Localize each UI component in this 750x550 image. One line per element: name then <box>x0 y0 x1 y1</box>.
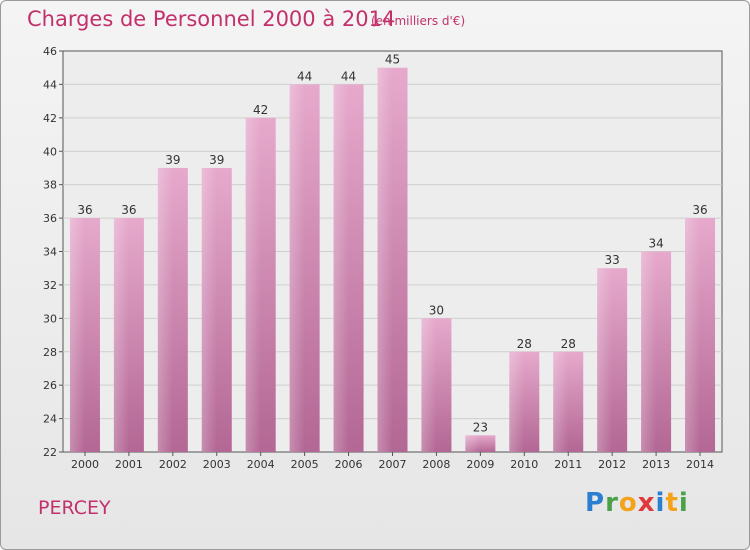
x-tick-label: 2007 <box>379 458 407 471</box>
y-tick-label: 42 <box>43 112 57 125</box>
y-tick-label: 34 <box>43 246 57 259</box>
bar-value-label: 45 <box>385 53 400 67</box>
y-tick-label: 32 <box>43 279 57 292</box>
bar-value-label: 36 <box>692 203 707 217</box>
y-tick-label: 26 <box>43 379 57 392</box>
bar-value-label: 36 <box>77 203 92 217</box>
bar-highlight <box>377 67 393 452</box>
proxiti-logo: Proxiti <box>585 488 689 518</box>
y-tick-label: 38 <box>43 179 57 192</box>
x-tick-label: 2010 <box>510 458 538 471</box>
y-tick-label: 22 <box>43 446 57 459</box>
x-tick-label: 2013 <box>642 458 670 471</box>
x-tick-label: 2011 <box>554 458 582 471</box>
y-tick-label: 40 <box>43 145 57 158</box>
bar-highlight <box>685 218 701 452</box>
chart-title: Charges de Personnel 2000 à 2014 <box>27 7 396 31</box>
bar-highlight <box>333 84 349 453</box>
x-tick-label: 2005 <box>291 458 319 471</box>
bar-value-label: 44 <box>341 69 356 83</box>
bar-value-label: 28 <box>561 337 576 351</box>
bar-value-label: 44 <box>297 69 312 83</box>
bar-value-label: 36 <box>121 203 136 217</box>
bar-highlight <box>245 117 261 452</box>
x-tick-label: 2009 <box>466 458 494 471</box>
bar-value-label: 42 <box>253 103 268 117</box>
bar-value-label: 39 <box>165 153 180 167</box>
bar-highlight <box>465 435 481 452</box>
x-tick-label: 2006 <box>335 458 363 471</box>
x-tick-label: 2001 <box>115 458 143 471</box>
bar-value-label: 39 <box>209 153 224 167</box>
x-tick-label: 2002 <box>159 458 187 471</box>
x-tick-label: 2008 <box>422 458 450 471</box>
y-tick-label: 30 <box>43 312 57 325</box>
bar-highlight <box>113 218 129 452</box>
bar-value-label: 33 <box>605 253 620 267</box>
bar-highlight <box>201 167 217 453</box>
y-tick-label: 24 <box>43 413 57 426</box>
bar-value-label: 28 <box>517 337 532 351</box>
chart-subtitle: (en milliers d'€) <box>371 14 466 28</box>
y-tick-label: 44 <box>43 78 57 91</box>
x-tick-label: 2012 <box>598 458 626 471</box>
x-tick-label: 2004 <box>247 458 275 471</box>
bar-value-label: 30 <box>429 303 444 317</box>
bar-value-label: 34 <box>648 237 663 251</box>
bar-value-label: 23 <box>473 420 488 434</box>
y-tick-label: 28 <box>43 346 57 359</box>
commune-name: PERCEY <box>38 497 111 519</box>
x-tick-label: 2000 <box>71 458 99 471</box>
y-tick-label: 36 <box>43 212 57 225</box>
x-tick-label: 2014 <box>686 458 714 471</box>
bar-highlight <box>553 351 569 452</box>
bar-highlight <box>157 167 173 453</box>
x-tick-label: 2003 <box>203 458 231 471</box>
bar-highlight <box>421 318 437 452</box>
bar-highlight <box>597 268 613 452</box>
bar-highlight <box>641 251 657 452</box>
bar-highlight <box>509 351 525 452</box>
bar-highlight <box>69 218 85 452</box>
y-tick-label: 46 <box>43 45 57 58</box>
bar-highlight <box>289 84 305 453</box>
